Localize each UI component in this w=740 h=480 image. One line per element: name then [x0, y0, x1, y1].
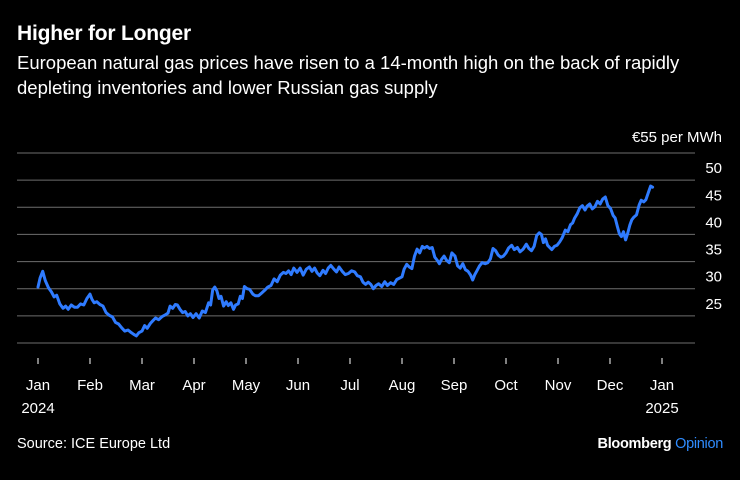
- source-note: Source: ICE Europe Ltd: [17, 436, 171, 452]
- y-tick-label: 50: [705, 160, 722, 177]
- chart-title: Higher for Longer: [17, 22, 191, 45]
- y-axis: 25 30 35 40 45 50: [705, 160, 722, 313]
- x-tick-year-label: 2025: [645, 400, 678, 417]
- series-line-gas-price: [36, 184, 655, 338]
- x-tick-label: May: [232, 377, 261, 394]
- x-tick-label: Jan: [650, 377, 674, 394]
- y-tick-label: 35: [705, 242, 722, 259]
- x-tick-label: Aug: [389, 377, 416, 394]
- x-tick-label: Nov: [545, 377, 572, 394]
- x-tick-label: Oct: [494, 377, 518, 394]
- x-tick-label: Sep: [441, 377, 468, 394]
- brand-secondary: Opinion: [675, 436, 723, 452]
- x-tick-label: Jan: [26, 377, 50, 394]
- x-tick-label: Jun: [286, 377, 310, 394]
- brand-logo: Bloomberg Opinion: [597, 436, 724, 452]
- y-tick-label: 40: [705, 214, 722, 231]
- x-tick-label: Dec: [597, 377, 624, 394]
- chart-subtitle: European natural gas prices have risen t…: [17, 52, 680, 98]
- y-tick-label: 30: [705, 269, 722, 286]
- x-tick-label: Feb: [77, 377, 103, 394]
- x-tick-label: Jul: [340, 377, 359, 394]
- x-axis: Jan 2024 Feb Mar Apr May Jun Jul Aug Sep Oct Nov Dec…: [21, 358, 679, 417]
- x-tick-label: Mar: [129, 377, 155, 394]
- x-tick-label: Apr: [182, 377, 205, 394]
- x-tick-year-label: 2024: [21, 400, 54, 417]
- y-axis-unit-label: €55 per MWh: [632, 129, 722, 146]
- series-group: [36, 184, 655, 338]
- y-tick-label: 45: [705, 187, 722, 204]
- grid-lines: [17, 152, 695, 344]
- brand-primary: Bloomberg: [597, 436, 672, 452]
- y-tick-label: 25: [705, 296, 722, 313]
